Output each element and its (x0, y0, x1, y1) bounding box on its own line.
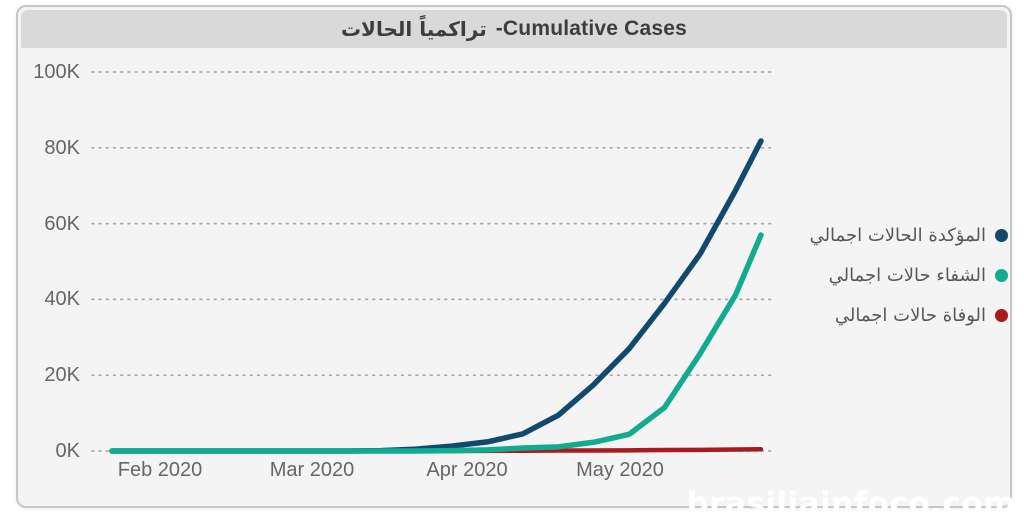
x-tick-mar-2020: Mar 2020 (269, 459, 355, 481)
y-tick-100K: 100K (33, 61, 80, 83)
x-tick-apr-2020: Apr 2020 (426, 459, 508, 481)
legend-marker-dot-recovered (995, 268, 1008, 282)
legend-marker-dot-confirmed (995, 228, 1008, 242)
chart-title-bar: الحالات تراكمياً -Cumulative Cases (21, 10, 1007, 48)
chart-title-english: -Cumulative Cases (495, 17, 688, 40)
legend-item-total-deaths[interactable]: اجمالي حالات الوفاة (810, 302, 1008, 328)
chart-card: الحالات تراكمياً -Cumulative Cases (16, 5, 1012, 508)
y-tick-40K: 40K (44, 288, 80, 311)
legend-label-total-recovered: اجمالي حالات الشفاء (828, 264, 986, 286)
y-tick-80K: 80K (44, 136, 80, 159)
x-tick-may-2020: May 2020 (576, 459, 664, 481)
legend-marker-dot-deaths (995, 308, 1008, 322)
legend-label-total-deaths: اجمالي حالات الوفاة (834, 304, 986, 326)
y-tick-60K: 60K (44, 212, 80, 235)
legend-label-total-confirmed: اجمالي الحالات المؤكدة (809, 224, 986, 246)
x-tick-feb-2020: Feb 2020 (117, 459, 203, 481)
y-tick-0K: 0K (55, 440, 80, 462)
watermark: brasiliainfoco.com (686, 486, 1016, 522)
chart-title-arabic: الحالات تراكمياً (340, 17, 487, 41)
legend-item-total-confirmed[interactable]: اجمالي الحالات المؤكدة (810, 222, 1008, 248)
chart-legend: اجمالي الحالات المؤكدة اجمالي حالات الشف… (810, 222, 1008, 328)
legend-item-total-recovered[interactable]: اجمالي حالات الشفاء (810, 262, 1008, 288)
line-total-recovered[interactable] (109, 232, 764, 454)
y-tick-20K: 20K (44, 364, 80, 387)
